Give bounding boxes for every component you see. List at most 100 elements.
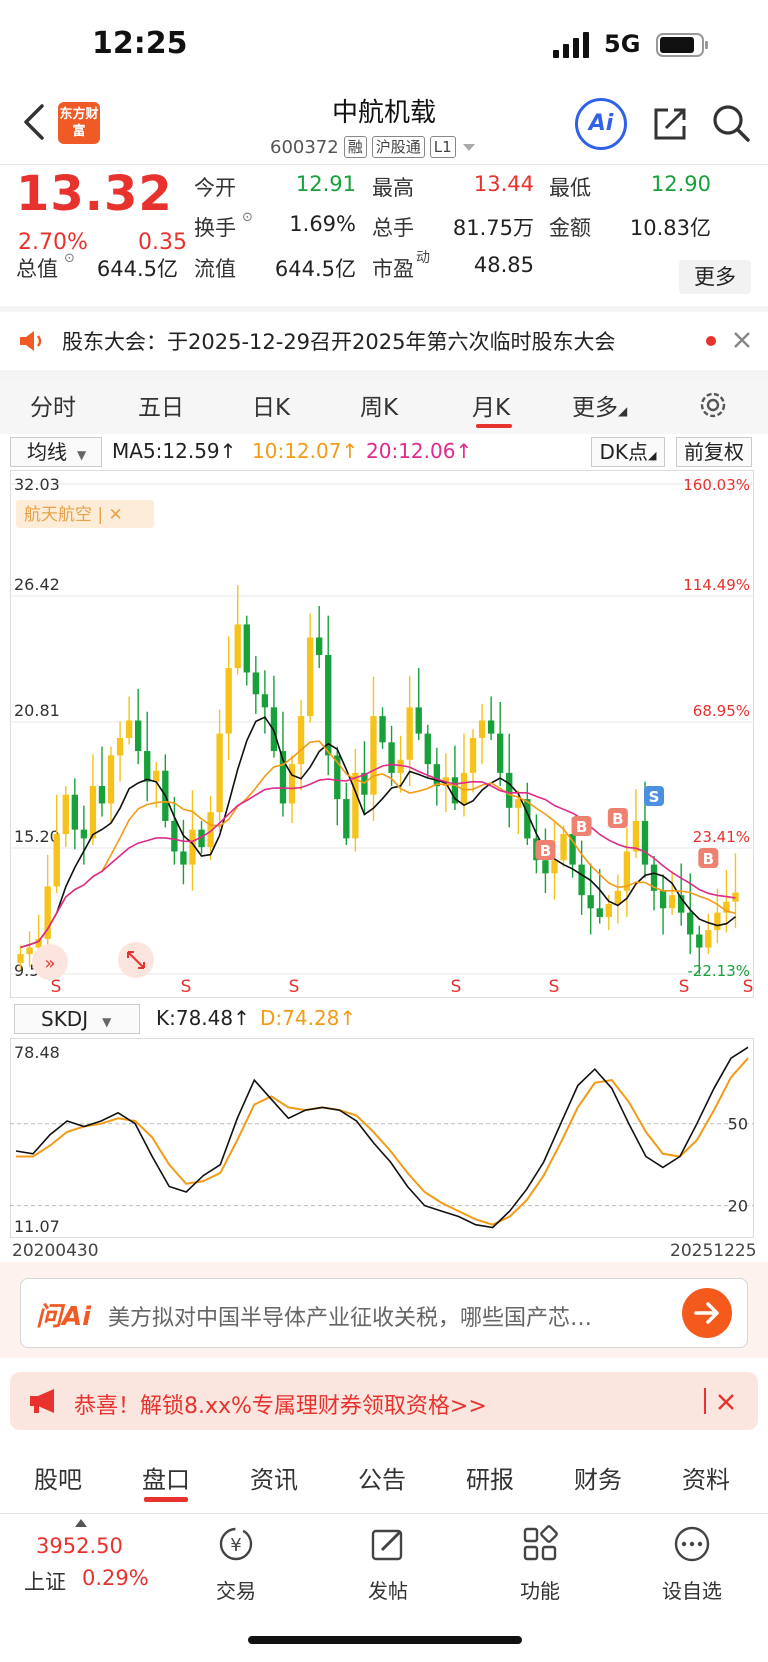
caret-down-icon[interactable] <box>461 141 477 153</box>
tab-weekly-k[interactable]: 周K <box>360 395 399 421</box>
kdj-k-line <box>15 1046 749 1229</box>
speaker-icon <box>20 331 42 351</box>
tab-research[interactable]: 研报 <box>466 1466 514 1494</box>
tab-pankou[interactable]: 盘口 <box>142 1466 190 1494</box>
candle-body <box>397 759 404 773</box>
tab-intraday[interactable]: 分时 <box>30 395 76 421</box>
info-icon[interactable]: ⊙ <box>64 251 75 266</box>
s-marker: S <box>549 977 560 997</box>
kdj-ymax: 78.48 <box>14 1043 60 1062</box>
candle-body <box>270 707 278 752</box>
gear-icon[interactable] <box>696 388 730 422</box>
notice-text[interactable]: 股东大会：于2025-12-29召开2025年第六次临时股东大会 <box>62 330 616 354</box>
candle-body <box>180 851 187 865</box>
buy-signal[interactable] <box>535 840 556 860</box>
quote-label: 最低 <box>549 176 591 200</box>
promo-banner[interactable] <box>10 1372 758 1430</box>
candle-body <box>578 864 585 896</box>
quote-value: 12.91 <box>295 172 356 196</box>
expand-icon <box>127 951 145 969</box>
nav-trade[interactable]: ¥ 交易 <box>176 1524 296 1604</box>
quote-value: 13.44 <box>473 172 534 196</box>
tab-guba[interactable]: 股吧 <box>34 1466 82 1494</box>
candle-body <box>451 777 459 804</box>
nav-post[interactable]: 发帖 <box>328 1524 448 1604</box>
info-icon[interactable]: ⊙ <box>242 210 253 225</box>
nav-post-label: 发帖 <box>368 1579 408 1603</box>
close-icon[interactable] <box>732 330 752 350</box>
candle-body <box>596 908 603 918</box>
ma10-value: 10:12.07↑ <box>252 439 359 463</box>
kline-pct-label: -22.13% <box>687 962 750 980</box>
kdj-ymin: 11.07 <box>14 1217 60 1236</box>
candle-body <box>44 886 51 939</box>
sell-signal[interactable] <box>644 786 665 806</box>
nav-trade-label: 交易 <box>216 1579 256 1603</box>
buy-signal[interactable] <box>571 816 592 836</box>
search-icon[interactable] <box>710 102 752 144</box>
share-icon[interactable] <box>650 104 690 144</box>
expand-left-button[interactable] <box>32 944 68 980</box>
candle-body <box>542 860 549 874</box>
index-percent[interactable]: 0.29% <box>82 1566 149 1590</box>
candle-body <box>243 624 250 673</box>
kdj-select[interactable]: SKDJ ▼ <box>14 1004 140 1034</box>
tab-announcements[interactable]: 公告 <box>358 1466 406 1494</box>
ask-ai-prompt[interactable]: 美方拟对中国半导体产业征收关税，哪些国产芯… <box>108 1306 593 1331</box>
last-price: 13.32 <box>16 166 173 222</box>
tab-finance[interactable]: 财务 <box>574 1466 622 1494</box>
back-button[interactable] <box>20 102 50 142</box>
quote-value: 81.75万 <box>452 216 534 240</box>
kline-pct-label: 160.03% <box>683 476 750 494</box>
candle-body <box>297 716 305 765</box>
sector-tag[interactable] <box>16 500 154 528</box>
tab-five-day[interactable]: 五日 <box>138 395 184 421</box>
index-value[interactable]: 3952.50 <box>36 1534 123 1558</box>
change-percent: 2.70% <box>18 230 88 255</box>
dk-point-button[interactable]: DK点◢ <box>591 437 665 467</box>
more-quote-button[interactable]: 更多 <box>679 260 751 294</box>
ai-assistant-button[interactable]: Ai <box>575 98 627 150</box>
indicator-select-label: 均线 <box>27 440 67 464</box>
candle-body <box>225 668 232 734</box>
buy-signal[interactable] <box>607 808 628 828</box>
adjust-mode-button[interactable]: 前复权 <box>676 437 752 467</box>
quote-value: 10.83亿 <box>629 216 711 240</box>
kdj-chart[interactable]: 50 20 78.48 11.07 <box>10 1038 754 1238</box>
logo-text: 东方财富 <box>59 107 99 139</box>
nav-functions[interactable]: 功能 <box>480 1524 600 1604</box>
nav-watchlist[interactable]: 设自选 <box>632 1524 752 1604</box>
trade-icon: ¥ <box>219 1527 253 1561</box>
buy-signal[interactable] <box>698 848 719 868</box>
megaphone-icon <box>30 1389 54 1413</box>
tab-monthly-k[interactable]: 月K <box>472 395 511 421</box>
quote-label: 流值 <box>194 257 236 281</box>
promo-close-icon[interactable] <box>716 1392 736 1412</box>
candle-body <box>153 770 160 782</box>
promo-text[interactable]: 恭喜！解锁8.xx%专属理财券领取资格>> <box>74 1394 487 1419</box>
notice-bar[interactable] <box>0 312 768 368</box>
promo-divider <box>704 1388 706 1414</box>
tab-news[interactable]: 资讯 <box>250 1466 298 1494</box>
candle-body <box>696 934 703 948</box>
index-up-icon <box>75 1519 87 1527</box>
quote-value: 48.85 <box>473 253 534 277</box>
ask-ai-input[interactable] <box>20 1278 748 1348</box>
active-tab-indicator <box>476 424 512 428</box>
tab-profile[interactable]: 资料 <box>682 1466 730 1494</box>
candle-body <box>460 772 468 804</box>
quote-label: 市盈 <box>372 257 414 281</box>
status-time: 12:25 <box>92 26 188 61</box>
ask-ai-submit-button[interactable] <box>682 1288 732 1338</box>
indicator-select[interactable]: 均线 ▼ <box>10 437 102 467</box>
kline-pct-label: 23.41% <box>693 828 750 846</box>
kline-chart[interactable]: 32.0326.4220.8115.209.59160.03%114.49%68… <box>10 470 754 998</box>
quote-value: 644.5亿 <box>96 257 178 281</box>
tab-more[interactable]: 更多◢ <box>572 395 628 421</box>
arrow-right-icon <box>694 1302 719 1324</box>
index-name[interactable]: 上证 <box>24 1570 66 1594</box>
tab-daily-k[interactable]: 日K <box>252 395 291 421</box>
candle-body <box>551 860 558 874</box>
candle-body <box>17 954 24 963</box>
s-marker: S <box>451 977 462 997</box>
